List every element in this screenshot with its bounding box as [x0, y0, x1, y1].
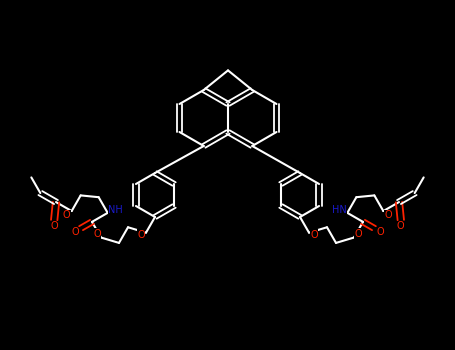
Text: O: O	[93, 229, 101, 238]
Text: O: O	[354, 229, 362, 238]
Text: O: O	[397, 221, 404, 231]
Text: NH: NH	[108, 205, 123, 215]
Text: O: O	[376, 227, 384, 237]
Text: O: O	[71, 227, 79, 237]
Text: O: O	[137, 230, 145, 240]
Text: HN: HN	[332, 205, 347, 215]
Text: O: O	[310, 230, 318, 240]
Text: O: O	[63, 210, 71, 220]
Text: O: O	[51, 221, 58, 231]
Text: O: O	[384, 210, 392, 220]
